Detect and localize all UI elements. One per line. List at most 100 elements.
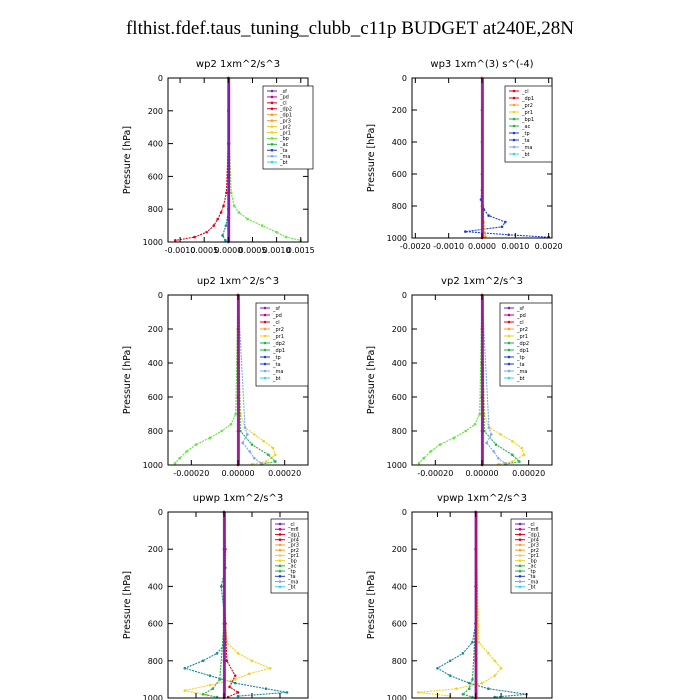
data-point — [522, 453, 526, 457]
legend-marker — [507, 355, 511, 359]
legend-marker — [278, 580, 282, 583]
series-line — [418, 511, 502, 697]
legend-marker — [512, 152, 516, 156]
legend-marker — [278, 533, 282, 536]
legend-marker — [270, 89, 274, 93]
legend-label: _dp2 — [516, 341, 529, 347]
data-point — [471, 640, 474, 644]
y-tick-label: 0 — [158, 74, 163, 83]
legend-marker — [512, 131, 516, 135]
y-tick-label: 600 — [392, 620, 407, 629]
legend-label: _pr3 — [279, 118, 291, 124]
y-tick-label: 800 — [392, 427, 407, 436]
data-point — [219, 585, 223, 588]
y-axis-label: Pressure [hPa] — [122, 571, 133, 639]
legend-label: _tp — [516, 355, 525, 361]
legend-label: _bt — [279, 160, 288, 166]
legend-label: _ta — [516, 362, 525, 368]
data-point — [222, 204, 225, 208]
data-point — [452, 436, 456, 440]
y-tick-label: 1000 — [143, 461, 163, 470]
data-point — [464, 230, 467, 233]
data-point — [480, 681, 484, 685]
y-tick-label: 800 — [392, 657, 407, 666]
data-point — [228, 685, 231, 689]
legend-marker — [507, 348, 511, 352]
data-point — [518, 460, 521, 463]
data-point — [236, 691, 240, 694]
chart-2: up2 1xm^2/s^3 Pressure [hPa] 0 200 400 600 800… — [122, 276, 309, 478]
legend-label: _ta — [272, 362, 281, 368]
legend-marker — [263, 348, 267, 352]
legend-marker — [263, 306, 267, 310]
legend-marker — [278, 564, 282, 568]
legend-label: _dp1 — [527, 532, 540, 538]
data-point — [493, 659, 497, 663]
y-tick-label: 600 — [392, 170, 407, 179]
data-point — [250, 659, 254, 663]
legend-marker — [263, 355, 267, 359]
x-tick-label: 0.00020 — [512, 469, 545, 478]
data-point — [274, 460, 277, 463]
data-point — [274, 453, 277, 457]
chart-title: wp3 1xm^(3) s^(-4) — [430, 59, 533, 70]
legend-label: _bp — [279, 136, 289, 142]
legend-marker — [518, 580, 522, 583]
x-tick-label: 0.0000 — [214, 246, 242, 255]
legend-label: _ma — [521, 145, 532, 151]
chart-title: upwp 1xm^2/s^3 — [193, 493, 283, 504]
data-point — [436, 666, 439, 670]
y-tick-label: 0 — [402, 74, 407, 83]
data-point — [264, 460, 268, 463]
legend-marker — [507, 306, 511, 310]
legend-marker — [278, 538, 282, 541]
legend-label: _mfl — [287, 527, 299, 533]
data-point — [499, 433, 502, 436]
legend-marker — [518, 527, 522, 531]
x-tick-label: 0.00000 — [221, 469, 254, 478]
x-tick-label: -0.0020 — [400, 242, 431, 251]
y-axis-label: Pressure [hPa] — [122, 346, 133, 414]
legend-label: _pr1 — [527, 553, 539, 559]
y-tick-label: 200 — [148, 545, 163, 554]
y-axis-label: Pressure [hPa] — [366, 571, 377, 639]
data-point — [247, 672, 251, 676]
series-line — [465, 78, 549, 238]
y-tick-label: 200 — [148, 325, 163, 334]
data-point — [467, 687, 471, 690]
data-point — [221, 234, 224, 237]
data-point — [173, 239, 177, 242]
series-line — [237, 294, 277, 465]
data-point — [487, 426, 491, 429]
legend-marker — [278, 548, 282, 552]
data-point — [236, 694, 240, 698]
legend-label: _pr4 — [527, 537, 539, 543]
legend-label: _cl — [287, 522, 295, 528]
data-point — [504, 220, 507, 224]
legend-marker — [270, 119, 274, 122]
legend-label: _bt — [527, 585, 536, 591]
data-point — [212, 224, 216, 227]
legend-marker — [270, 143, 274, 146]
data-point — [485, 441, 488, 445]
legend-label: _pr2 — [279, 124, 291, 130]
y-tick-label: 200 — [392, 106, 407, 115]
data-point — [236, 652, 240, 655]
legend-marker — [512, 145, 516, 149]
legend-marker — [512, 138, 516, 142]
chart-title: vpwp 1xm^2/s^3 — [437, 493, 527, 504]
legend-label: _mfl — [527, 527, 539, 533]
chart-5: vpwp 1xm^2/s^3 Pressure [hPa] 0 200 400 600 80… — [366, 493, 553, 700]
data-point — [500, 225, 504, 229]
legend-marker — [507, 362, 511, 366]
data-point — [225, 191, 228, 195]
data-point — [241, 441, 244, 445]
legend-marker — [263, 320, 267, 324]
legend-marker — [263, 334, 267, 338]
chart-0: wp2 1xm^2/s^3 Pressure [hPa] 0 200 400 600 800… — [122, 59, 315, 255]
legend-label: _dp2 — [272, 341, 285, 347]
x-tick-label: -0.0010 — [433, 242, 464, 251]
legend-label: _pr1 — [272, 334, 284, 340]
legend-marker — [518, 538, 522, 541]
